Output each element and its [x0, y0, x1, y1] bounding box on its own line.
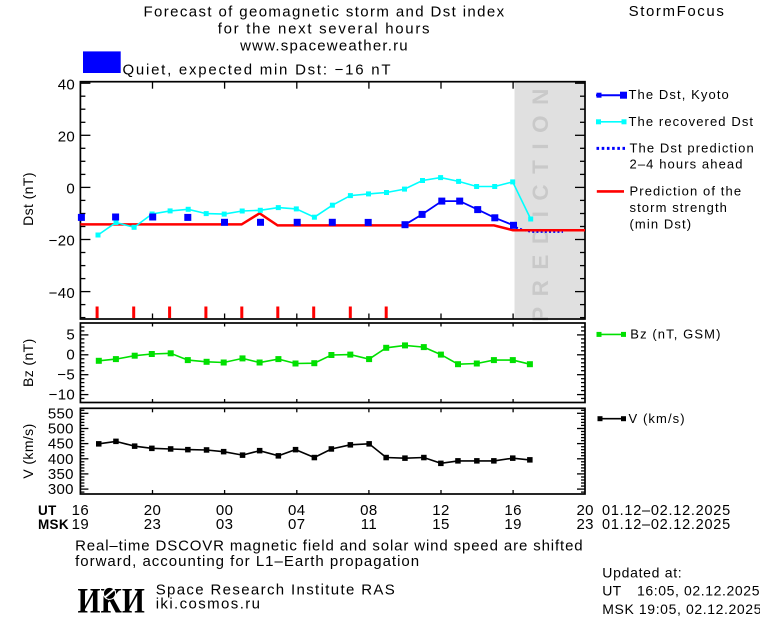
svg-text:01.12–02.12.2025: 01.12–02.12.2025 — [602, 517, 731, 533]
svg-text:forward, accounting for L1–Ear: forward, accounting for L1–Earth propaga… — [75, 553, 420, 570]
svg-text:400: 400 — [48, 451, 74, 468]
svg-text:350: 350 — [48, 466, 74, 483]
svg-text:V (km/s): V (km/s) — [20, 423, 36, 478]
svg-text:−5: −5 — [57, 367, 75, 384]
svg-text:The Dst, Kyoto: The Dst, Kyoto — [629, 87, 730, 102]
svg-text:20: 20 — [576, 502, 594, 519]
svg-text:15: 15 — [432, 516, 450, 533]
svg-text:11: 11 — [361, 516, 377, 533]
svg-text:Prediction of the: Prediction of the — [630, 183, 743, 198]
svg-text:2–4 hours ahead: 2–4 hours ahead — [630, 156, 744, 171]
svg-text:−40: −40 — [49, 285, 75, 302]
svg-text:01.12–02.12.2025: 01.12–02.12.2025 — [602, 503, 731, 519]
svg-text:MSK: MSK — [38, 517, 69, 532]
svg-text:00: 00 — [216, 502, 234, 519]
svg-text:0: 0 — [66, 347, 75, 364]
svg-text:0: 0 — [66, 181, 75, 198]
svg-text:(min Dst): (min Dst) — [630, 217, 693, 232]
svg-text:−10: −10 — [49, 386, 75, 403]
svg-text:03: 03 — [216, 516, 234, 533]
svg-text:16: 16 — [504, 502, 522, 519]
svg-text:Bz (nT): Bz (nT) — [20, 338, 36, 387]
svg-text:Updated at:: Updated at: — [602, 564, 682, 580]
svg-text:iki.cosmos.ru: iki.cosmos.ru — [156, 596, 262, 613]
svg-text:The recovered Dst: The recovered Dst — [629, 114, 755, 129]
svg-text:16:05, 02.12.2025: 16:05, 02.12.2025 — [637, 583, 760, 599]
svg-text:Dst (nT): Dst (nT) — [20, 172, 36, 226]
svg-text:for the next several hours: for the next several hours — [218, 21, 431, 38]
svg-text:UT: UT — [602, 583, 621, 599]
svg-text:20: 20 — [58, 129, 75, 146]
svg-text:Bz (nT, GSM): Bz (nT, GSM) — [630, 327, 721, 342]
svg-text:PREDICTION: PREDICTION — [528, 78, 553, 322]
svg-text:550: 550 — [48, 405, 74, 422]
svg-text:04: 04 — [288, 502, 306, 519]
svg-text:40: 40 — [58, 76, 75, 93]
svg-text:23: 23 — [576, 516, 594, 533]
svg-text:The Dst prediction: The Dst prediction — [630, 140, 755, 155]
svg-text:23: 23 — [144, 516, 162, 533]
svg-text:www.spaceweather.ru: www.spaceweather.ru — [239, 38, 409, 55]
svg-text:−20: −20 — [49, 233, 75, 250]
svg-text:07: 07 — [288, 516, 306, 533]
svg-text:5: 5 — [66, 327, 75, 344]
svg-text:19: 19 — [504, 516, 522, 533]
svg-text:500: 500 — [48, 421, 74, 438]
svg-text:storm strength: storm strength — [630, 200, 728, 215]
svg-text:Forecast of geomagnetic storm: Forecast of geomagnetic storm and Dst in… — [144, 4, 506, 21]
svg-text:UT: UT — [38, 503, 57, 518]
svg-text:StormFocus: StormFocus — [629, 3, 726, 20]
svg-text:450: 450 — [48, 436, 74, 453]
svg-text:12: 12 — [432, 502, 450, 519]
svg-text:16: 16 — [72, 502, 90, 519]
svg-text:V (km/s): V (km/s) — [629, 411, 686, 426]
svg-text:08: 08 — [360, 502, 378, 519]
svg-text:Real–time DSCOVR magnetic fiel: Real–time DSCOVR magnetic field and sola… — [75, 537, 583, 554]
svg-text:MSK 19:05, 02.12.2025: MSK 19:05, 02.12.2025 — [602, 601, 760, 617]
svg-text:19: 19 — [72, 516, 90, 533]
svg-text:20: 20 — [144, 502, 162, 519]
svg-text:Space Research Institute RAS: Space Research Institute RAS — [156, 582, 396, 599]
svg-text:300: 300 — [48, 481, 74, 498]
svg-text:Quiet, expected min Dst: −16 n: Quiet, expected min Dst: −16 nT — [123, 62, 393, 79]
